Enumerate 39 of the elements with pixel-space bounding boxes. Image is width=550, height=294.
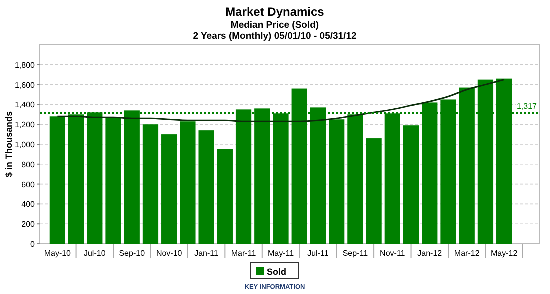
x-tick-label: Nov-11 (380, 249, 406, 258)
y-tick-label: 1,400 (14, 100, 36, 110)
x-tick-label: Jan-11 (194, 249, 220, 258)
bar (50, 116, 66, 244)
x-tick-label: Jan-12 (418, 249, 443, 258)
y-tick-label: 400 (22, 200, 36, 210)
chart-title: Market Dynamics (226, 5, 325, 19)
chart-subtitle: Median Price (Sold) 2 Years (Monthly) 05/01/10 - 05/31/12 (193, 20, 357, 42)
bar (217, 149, 233, 244)
y-tick-label: 1,800 (14, 60, 36, 70)
bar (366, 138, 382, 244)
bar (142, 124, 159, 244)
y-tick-label: 1,600 (14, 80, 36, 90)
y-tick-label: 200 (22, 220, 36, 230)
y-tick-label: 1,200 (14, 120, 36, 130)
x-tick-label: May-11 (268, 249, 295, 258)
y-tick-label: 800 (22, 160, 36, 170)
line-series (56, 79, 506, 122)
bar (162, 134, 178, 244)
bar (180, 122, 196, 244)
x-tick-label: Sep-10 (119, 249, 146, 258)
ref-line-label: 1,317 (516, 102, 538, 111)
x-tick-label: Jul-10 (84, 249, 106, 258)
x-tick-label: Nov-10 (156, 249, 183, 258)
legend-label: Sold (267, 267, 286, 277)
y-tick-label: 0 (30, 240, 36, 249)
x-tick-label: May-10 (44, 249, 72, 258)
y-tick-label: 1,000 (14, 140, 36, 150)
x-tick-label: Sep-11 (342, 249, 369, 258)
x-tick-label: Jul-11 (308, 249, 330, 258)
x-tick-label: Mar-11 (231, 249, 257, 258)
bar (403, 126, 420, 244)
x-tick-label: Mar-12 (454, 249, 480, 258)
bar (329, 120, 345, 244)
y-axis-title: $ in Thousands (4, 111, 14, 178)
bar (198, 130, 214, 244)
y-tick-label: 600 (22, 180, 36, 190)
bar (106, 118, 122, 244)
x-tick-label: May-12 (490, 249, 518, 258)
